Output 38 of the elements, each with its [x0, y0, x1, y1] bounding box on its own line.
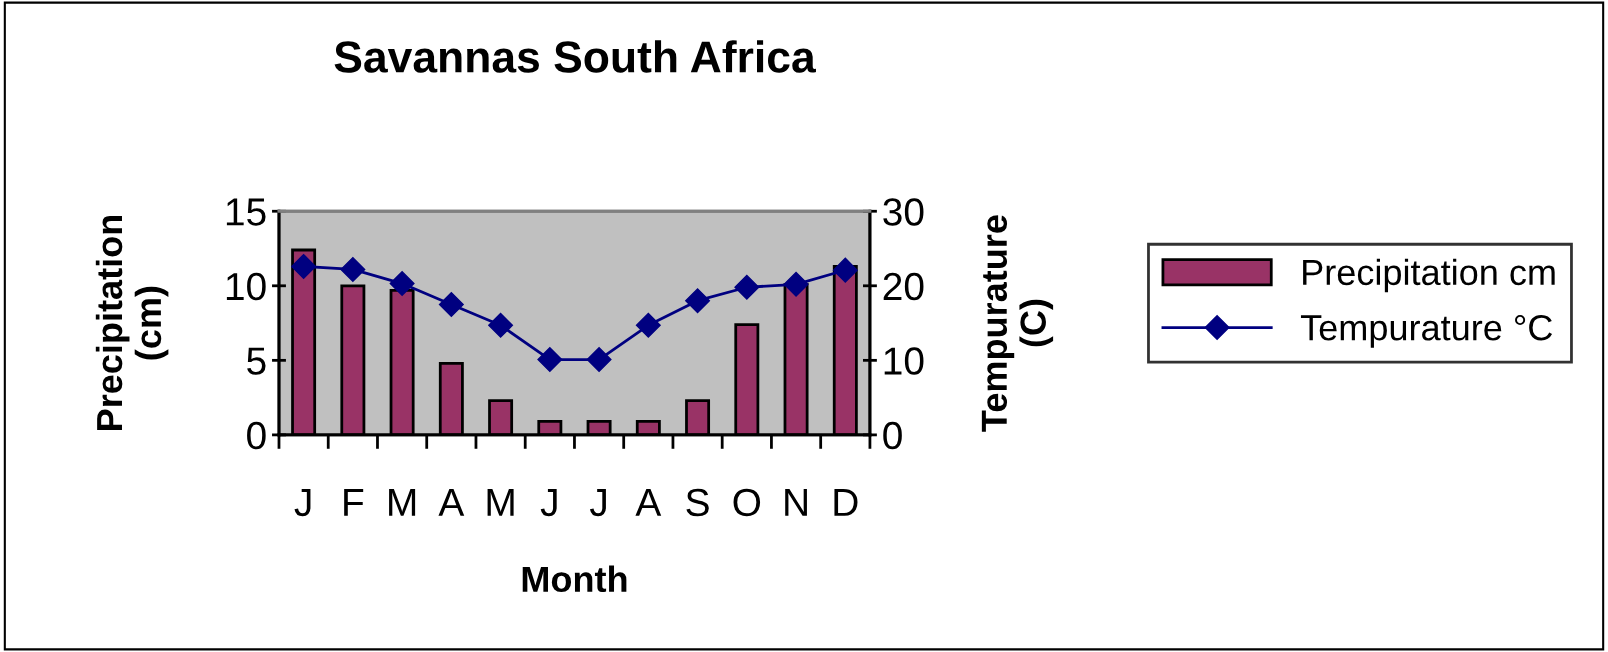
- point: [488, 312, 514, 338]
- x-tick-label: A: [635, 489, 662, 516]
- y2-tick-label: 10: [884, 347, 924, 375]
- x-tick-label: O: [733, 488, 761, 517]
- x-tick-label: J: [294, 489, 311, 517]
- point: [438, 291, 464, 317]
- point: [635, 312, 661, 338]
- x-tick-label: M: [487, 489, 514, 516]
- x-tick-label: M: [389, 489, 416, 516]
- point: [832, 257, 858, 283]
- y-tick-label: 0: [247, 421, 266, 450]
- point: [389, 271, 415, 297]
- y-tick-label: 15: [226, 198, 266, 226]
- point: [783, 271, 809, 297]
- legend-label: Tempurature °C: [1300, 314, 1553, 348]
- x-axis-title: Month: [522, 565, 627, 593]
- x-tick-label: D: [834, 489, 858, 516]
- y-tick-label: 10: [226, 272, 266, 301]
- y-tick-label: 5: [247, 347, 266, 375]
- point: [291, 253, 317, 279]
- x-tick-label: S: [686, 488, 709, 517]
- point: [340, 256, 366, 282]
- x-tick-label: A: [438, 489, 465, 516]
- legend-label: Precipitation cm: [1303, 258, 1555, 293]
- x-tick-label: J: [540, 489, 557, 517]
- y2-tick-label: 30: [883, 198, 924, 226]
- chart-title: Savannas South Africa: [334, 40, 816, 73]
- y2-tick-label: 0: [883, 421, 902, 450]
- x-tick-label: F: [344, 489, 364, 516]
- y-axis-title: Precipitation (cm): [95, 215, 169, 430]
- y2-axis-title: Tempurature (C): [981, 215, 1054, 432]
- y2-tick-label: 20: [883, 272, 924, 301]
- x-tick-label: J: [589, 489, 606, 517]
- point: [586, 347, 612, 373]
- x-tick-label: N: [785, 489, 807, 516]
- point: [685, 288, 711, 314]
- point: [537, 347, 563, 373]
- point: [734, 274, 760, 300]
